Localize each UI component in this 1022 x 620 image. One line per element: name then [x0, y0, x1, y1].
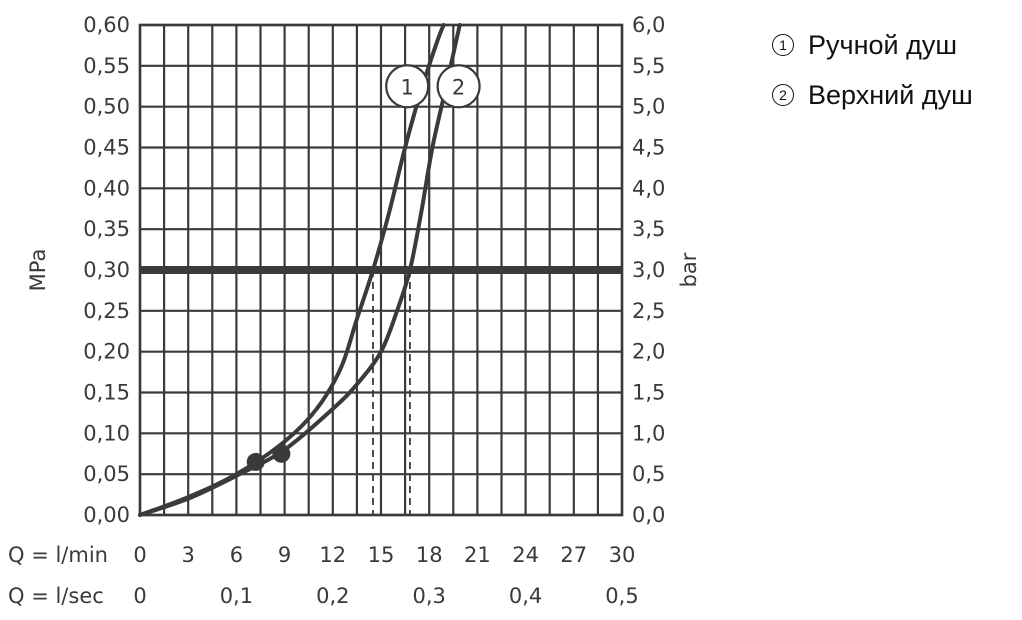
- y-left-tick-label: 0,25: [83, 299, 130, 323]
- y-right-tick-label: 1,5: [632, 381, 665, 405]
- legend-marker-2: 2: [772, 84, 794, 106]
- x-tick-label-lmin: 15: [368, 543, 395, 567]
- y-left-tick-label: 0,20: [83, 340, 130, 364]
- legend-marker-1: 1: [772, 34, 794, 56]
- y-right-tick-label: 5,0: [632, 95, 665, 119]
- y-right-tick-label: 4,0: [632, 176, 665, 200]
- y-right-tick-label: 6,0: [632, 13, 665, 37]
- legend-label-hand-shower: Ручной душ: [808, 29, 958, 60]
- y-right-axis-title: bar: [677, 252, 701, 287]
- legend-label-overhead-shower: Верхний душ: [808, 79, 973, 110]
- x-tick-label-lsec: 0: [133, 584, 146, 608]
- curve-marker-label-2: 2: [452, 75, 465, 99]
- curve-marker-label-1: 1: [401, 75, 414, 99]
- y-right-tick-label: 0,5: [632, 462, 665, 486]
- y-left-tick-label: 0,00: [83, 503, 130, 527]
- operating-point-series-2: [272, 444, 291, 463]
- legend: 1 Ручной душ 2 Верхний душ: [772, 20, 973, 120]
- x-tick-label-lsec: 0,3: [412, 584, 445, 608]
- x-tick-label-lsec: 0,2: [316, 584, 349, 608]
- y-right-tick-label: 1,0: [632, 421, 665, 445]
- curve-marker-circle-1: [385, 64, 430, 109]
- y-left-axis-title: MPa: [26, 249, 50, 292]
- y-right-tick-label: 0,0: [632, 503, 665, 527]
- x-tick-label-lsec: 0,1: [220, 584, 253, 608]
- x-tick-label-lmin: 21: [464, 543, 491, 567]
- x-tick-label-lmin: 3: [182, 543, 195, 567]
- x-tick-label-lmin: 12: [319, 543, 346, 567]
- y-left-tick-label: 0,10: [83, 421, 130, 445]
- curve-marker-circle-2: [436, 64, 481, 109]
- x-tick-label-lmin: 0: [133, 543, 146, 567]
- y-left-tick-label: 0,60: [83, 13, 130, 37]
- curve-series-2: [138, 23, 462, 517]
- x-tick-label-lmin: 30: [609, 543, 636, 567]
- y-right-tick-label: 2,0: [632, 340, 665, 364]
- y-left-tick-label: 0,05: [83, 462, 130, 486]
- y-right-tick-label: 5,5: [632, 54, 665, 78]
- y-left-tick-label: 0,40: [83, 176, 130, 200]
- y-right-tick-label: 2,5: [632, 299, 665, 323]
- x-axis-title-lmin: Q = l/min: [8, 543, 108, 567]
- y-right-tick-label: 4,5: [632, 136, 665, 160]
- y-left-tick-label: 0,30: [83, 258, 130, 282]
- y-left-tick-label: 0,50: [83, 95, 130, 119]
- legend-item-overhead-shower: 2 Верхний душ: [772, 70, 973, 120]
- x-axis-title-lsec: Q = l/sec: [8, 584, 104, 608]
- x-tick-label-lmin: 9: [278, 543, 291, 567]
- y-left-tick-label: 0,55: [83, 54, 130, 78]
- pressure-flow-chart: 0,000,050,100,150,200,250,300,350,400,45…: [8, 13, 701, 608]
- x-tick-label-lsec: 0,5: [605, 584, 638, 608]
- legend-item-hand-shower: 1 Ручной душ: [772, 20, 973, 70]
- y-left-tick-label: 0,45: [83, 136, 130, 160]
- x-tick-label-lmin: 24: [512, 543, 539, 567]
- y-right-tick-label: 3,5: [632, 217, 665, 241]
- y-left-tick-label: 0,35: [83, 217, 130, 241]
- x-tick-label-lmin: 6: [230, 543, 243, 567]
- y-left-tick-label: 0,15: [83, 381, 130, 405]
- x-tick-label-lmin: 27: [560, 543, 587, 567]
- x-tick-label-lmin: 18: [416, 543, 443, 567]
- y-right-tick-label: 3,0: [632, 258, 665, 282]
- x-tick-label-lsec: 0,4: [509, 584, 542, 608]
